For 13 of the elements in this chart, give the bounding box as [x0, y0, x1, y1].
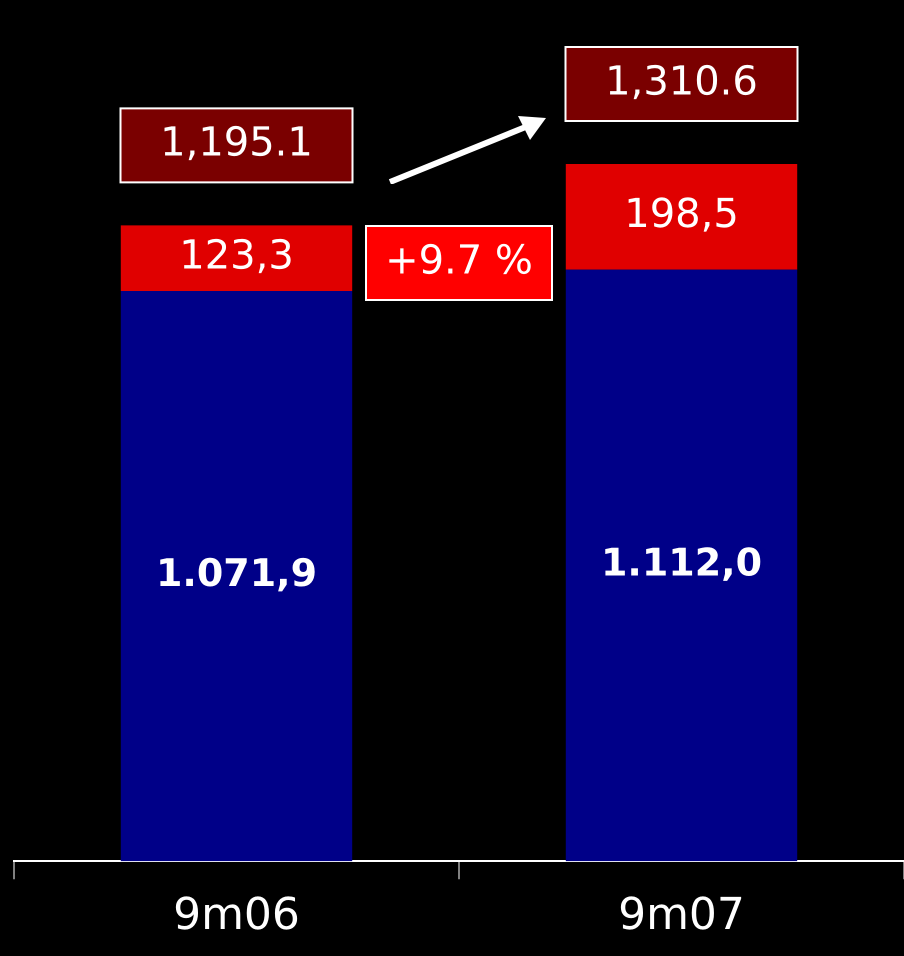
bar: [566, 164, 798, 270]
data-label: 123,3: [179, 232, 294, 279]
annotation: +9.7 %: [385, 237, 533, 284]
bar: [566, 270, 798, 862]
total-label: 1,195.1: [160, 120, 313, 166]
data-label: 198,5: [624, 191, 739, 238]
data-label: 1.112,0: [600, 540, 762, 584]
bar: [120, 290, 352, 862]
bar: [120, 225, 352, 291]
x-tick-label: 9m06: [173, 889, 300, 940]
x-tick-label: 9m07: [618, 889, 745, 940]
total-label: 1,310.6: [605, 58, 758, 104]
data-label: 1.071,9: [156, 550, 318, 595]
